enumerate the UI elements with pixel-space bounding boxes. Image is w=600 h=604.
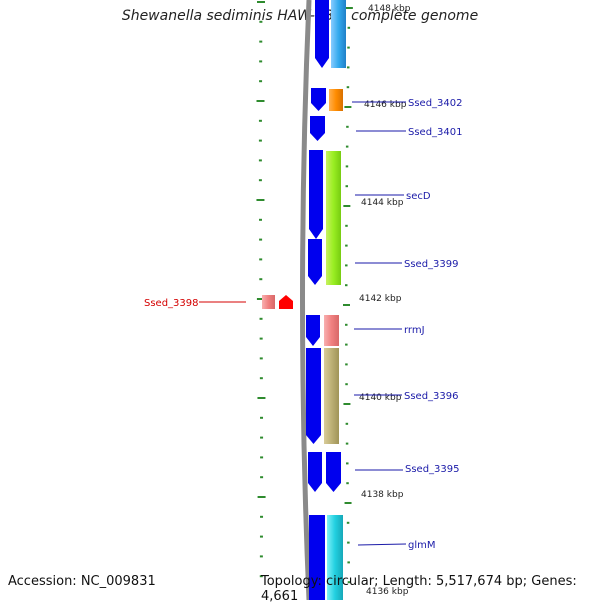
- category-bar: [331, 0, 346, 68]
- kbp-label: 4140 kbp: [359, 393, 402, 403]
- leader-line: [357, 543, 407, 546]
- gene-label[interactable]: Ssed_3395: [405, 464, 460, 475]
- outer-tick-track: [343, 7, 353, 584]
- cds-arrow: [309, 515, 325, 600]
- genome-backbone: [300, 0, 312, 600]
- cds-arrow: [326, 452, 341, 492]
- cds-track: [306, 0, 341, 600]
- gene-label[interactable]: Ssed_3399: [404, 259, 459, 270]
- cds-arrow: [315, 0, 329, 68]
- gene-label-highlight[interactable]: Ssed_3398: [144, 298, 199, 309]
- gene-label[interactable]: Ssed_3401: [408, 127, 463, 138]
- cds-arrow: [308, 452, 322, 492]
- gc-tick-track: [256, 1, 266, 578]
- kbp-label: 4142 kbp: [359, 294, 402, 304]
- kbp-label: 4136 kbp: [366, 587, 409, 597]
- kbp-label: 4148 kbp: [368, 4, 411, 14]
- gene-label[interactable]: glmM: [408, 540, 436, 551]
- cds-arrow: [309, 150, 323, 239]
- category-bar: [327, 515, 343, 600]
- gene-label[interactable]: rrmJ: [404, 325, 425, 336]
- kbp-label: 4138 kbp: [361, 490, 404, 500]
- gene-labels: Ssed_3402 Ssed_3401 secD Ssed_3399 rrmJ …: [144, 98, 463, 551]
- category-track: [324, 0, 346, 600]
- gene-label[interactable]: secD: [406, 191, 431, 202]
- category-bar: [329, 89, 343, 111]
- kbp-label: 4146 kbp: [364, 100, 407, 110]
- category-bar: [326, 151, 341, 285]
- accession-text: Accession: NC_009831: [8, 574, 156, 589]
- highlight-gene-arrow: [279, 295, 293, 309]
- category-bar: [324, 315, 339, 346]
- cds-arrow: [308, 239, 322, 285]
- cds-arrow: [310, 116, 325, 141]
- genome-title: Shewanella sediminis HAW-EB3, complete g…: [121, 8, 479, 24]
- cds-arrow: [306, 315, 320, 346]
- cds-arrow: [311, 88, 326, 111]
- cds-arrow: [306, 348, 321, 444]
- gene-label[interactable]: Ssed_3396: [404, 391, 459, 402]
- highlight-gene-bar: [262, 295, 275, 309]
- gene-leader-lines: [199, 101, 407, 546]
- category-bar: [324, 348, 339, 444]
- kbp-ruler: 4148 kbp 4146 kbp 4144 kbp 4142 kbp 4140…: [359, 4, 411, 597]
- kbp-label: 4144 kbp: [361, 198, 404, 208]
- gene-label[interactable]: Ssed_3402: [408, 98, 463, 109]
